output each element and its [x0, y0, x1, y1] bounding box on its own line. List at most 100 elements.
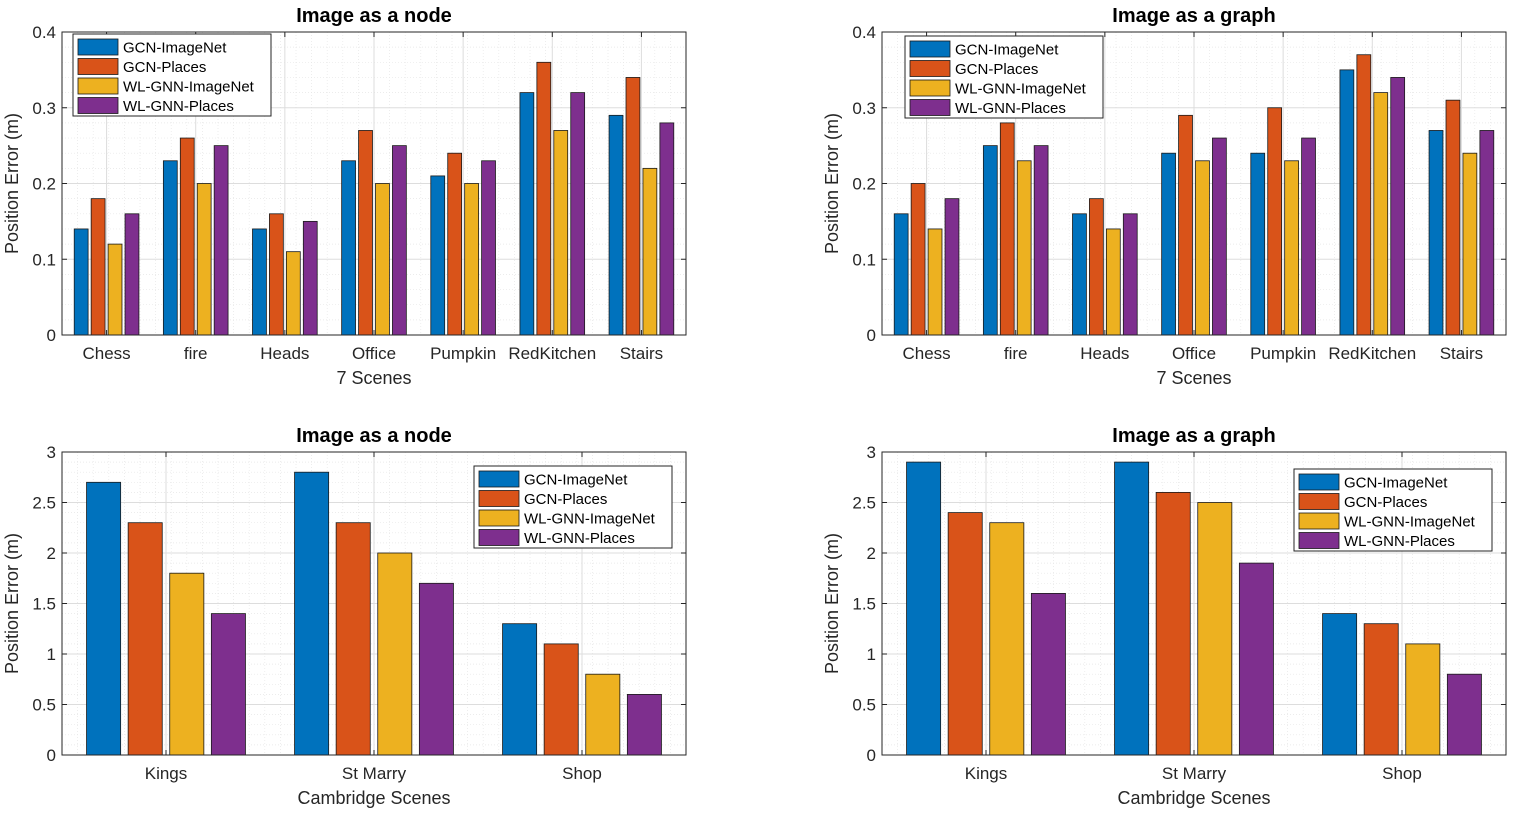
- bar-wl-gnn-imagenet-pumpkin: [464, 183, 479, 336]
- x-axis-label: Cambridge Scenes: [1117, 788, 1270, 808]
- bar-wl-gnn-imagenet-chess: [107, 243, 123, 336]
- x-tick-label: RedKitchen: [508, 344, 596, 363]
- bar-wl-gnn-places-chess: [124, 213, 140, 336]
- bar-wl-gnn-places-kings: [210, 613, 246, 756]
- legend-swatch: [909, 40, 951, 58]
- bar-gcn-places-shop: [543, 643, 579, 756]
- bar-gcn-places-chess: [910, 183, 926, 336]
- bar-wl-gnn-places-office: [1212, 137, 1227, 336]
- bar-wl-gnn-places-heads: [1122, 213, 1138, 336]
- bar-gcn-places-redkitchen: [536, 61, 552, 336]
- y-tick-label: 0.4: [852, 23, 876, 42]
- bar-wl-gnn-places-st-marry: [1238, 562, 1274, 756]
- y-tick-label: 0.3: [852, 99, 876, 118]
- legend-label: GCN-Places: [1344, 494, 1427, 511]
- x-tick-label: Office: [352, 344, 396, 363]
- bar-wl-gnn-places-fire: [213, 145, 229, 336]
- y-tick-label: 2: [867, 544, 876, 563]
- legend-swatch: [1298, 512, 1340, 530]
- legend: GCN-ImageNet GCN-Places WL-GNN-ImageNet WL-…: [72, 33, 272, 117]
- legend: GCN-ImageNet GCN-Places WL-GNN-ImageNet WL-…: [1293, 468, 1493, 552]
- y-tick-label: 1.5: [852, 595, 876, 614]
- bar-wl-gnn-places-chess: [944, 198, 960, 336]
- bar-gcn-imagenet-office: [1161, 152, 1176, 336]
- x-axis-label: Cambridge Scenes: [297, 788, 450, 808]
- x-tick-label: St Marry: [1162, 764, 1227, 783]
- bar-gcn-imagenet-chess: [893, 213, 909, 336]
- legend-label: WL-GNN-Places: [123, 98, 234, 115]
- x-tick-label: Office: [1172, 344, 1216, 363]
- x-axis-label: 7 Scenes: [1156, 368, 1231, 388]
- bar-wl-gnn-imagenet-shop: [585, 673, 621, 756]
- bar-wl-gnn-imagenet-heads: [285, 251, 301, 336]
- bar-gcn-places-kings: [127, 522, 163, 756]
- bar-gcn-imagenet-st-marry: [294, 471, 330, 756]
- legend-swatch: [77, 97, 119, 114]
- bar-wl-gnn-imagenet-kings: [989, 522, 1025, 756]
- bar-wl-gnn-imagenet-chess: [927, 228, 943, 336]
- chart-title: Image as a node: [296, 5, 452, 27]
- bar-wl-gnn-imagenet-stairs: [1462, 152, 1478, 336]
- x-tick-label: Kings: [145, 764, 188, 783]
- bar-wl-gnn-places-shop: [1446, 673, 1482, 756]
- bar-gcn-imagenet-office: [341, 160, 356, 336]
- bar-gcn-imagenet-shop: [1322, 613, 1358, 756]
- bar-gcn-places-heads: [269, 213, 284, 336]
- x-tick-label: fire: [184, 344, 208, 363]
- legend-swatch: [77, 38, 119, 56]
- y-tick-label: 0: [47, 746, 56, 765]
- x-axis-label: 7 Scenes: [336, 368, 411, 388]
- y-tick-label: 1: [867, 645, 876, 664]
- x-tick-label: Chess: [902, 344, 950, 363]
- bar-wl-gnn-imagenet-pumpkin: [1284, 160, 1299, 336]
- bar-wl-gnn-imagenet-office: [375, 183, 390, 336]
- y-tick-label: 1.5: [32, 595, 56, 614]
- bar-wl-gnn-imagenet-redkitchen: [553, 130, 569, 336]
- y-tick-label: 2: [47, 544, 56, 563]
- bar-gcn-places-shop: [1363, 623, 1399, 756]
- y-tick-label: 0.5: [852, 696, 876, 715]
- bar-wl-gnn-places-fire: [1033, 145, 1049, 336]
- x-tick-label: Shop: [562, 764, 602, 783]
- bar-gcn-places-office: [358, 130, 373, 336]
- bar-wl-gnn-places-kings: [1030, 593, 1066, 756]
- bar-gcn-imagenet-redkitchen: [519, 92, 535, 336]
- chart-panel-2: 0 0.1 0.2 0.3 0.4 Chess fire Heads Office Pumpkin…: [822, 5, 1507, 388]
- x-tick-label: Heads: [1080, 344, 1129, 363]
- bar-gcn-places-pumpkin: [1267, 107, 1283, 336]
- bar-gcn-imagenet-chess: [73, 228, 89, 336]
- chart-panel-4: 0 0.5 1 1.5 2 2.5 3 Kings St Marry Shop Image as a…: [822, 425, 1507, 808]
- bar-wl-gnn-places-stairs: [659, 122, 675, 336]
- y-tick-label: 0: [47, 326, 56, 345]
- bar-gcn-places-st-marry: [335, 522, 371, 756]
- bar-wl-gnn-imagenet-kings: [169, 572, 205, 756]
- x-tick-label: Stairs: [620, 344, 663, 363]
- legend-label: WL-GNN-Places: [1344, 533, 1455, 550]
- y-tick-label: 0: [867, 746, 876, 765]
- bar-wl-gnn-imagenet-office: [1195, 160, 1210, 336]
- y-tick-label: 0: [867, 326, 876, 345]
- legend-label: GCN-ImageNet: [123, 40, 227, 57]
- legend-swatch: [909, 79, 951, 97]
- x-tick-label: Kings: [965, 764, 1008, 783]
- y-tick-label: 2.5: [32, 494, 56, 513]
- bar-gcn-imagenet-shop: [502, 623, 538, 756]
- x-tick-label: Pumpkin: [1250, 344, 1316, 363]
- bar-wl-gnn-places-st-marry: [418, 582, 454, 756]
- y-axis-label: Position Error (m): [822, 113, 842, 254]
- legend-label: GCN-ImageNet: [955, 42, 1059, 59]
- legend-swatch: [1298, 493, 1340, 510]
- legend: GCN-ImageNet GCN-Places WL-GNN-ImageNet WL-…: [473, 465, 673, 549]
- y-tick-label: 0.5: [32, 696, 56, 715]
- bar-wl-gnn-places-redkitchen: [570, 92, 586, 336]
- x-tick-label: St Marry: [342, 764, 407, 783]
- bar-wl-gnn-imagenet-stairs: [642, 167, 658, 336]
- y-tick-label: 1: [47, 645, 56, 664]
- legend-swatch: [478, 490, 520, 507]
- bar-gcn-imagenet-stairs: [1428, 130, 1444, 336]
- legend-swatch: [478, 509, 520, 527]
- bar-gcn-imagenet-pumpkin: [1250, 152, 1266, 336]
- legend-swatch: [478, 470, 520, 488]
- legend-swatch: [77, 77, 119, 95]
